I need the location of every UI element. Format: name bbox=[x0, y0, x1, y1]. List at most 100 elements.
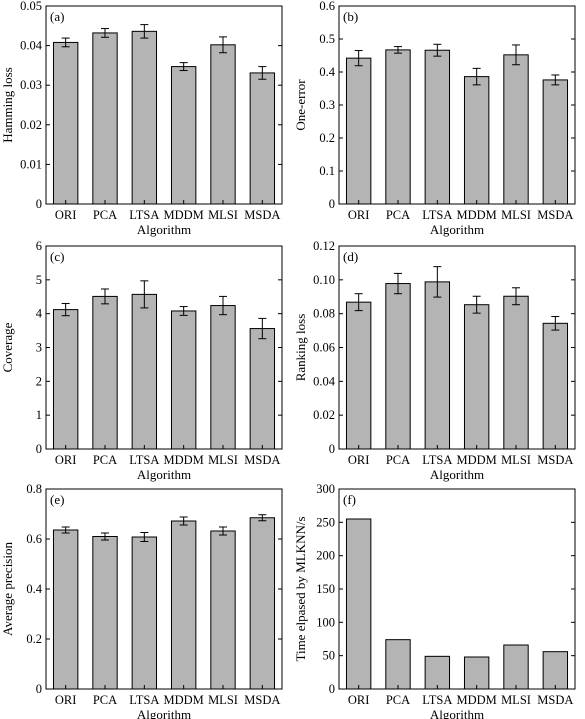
bar-mlsi bbox=[503, 54, 529, 205]
y-tick-label: 0.3 bbox=[319, 98, 335, 112]
y-tick-label: 50 bbox=[323, 649, 336, 663]
x-axis-label: Algorithm bbox=[430, 467, 484, 482]
bar-msda bbox=[249, 72, 276, 205]
bar-ori bbox=[345, 518, 372, 690]
bar-mddm bbox=[463, 76, 490, 205]
y-axis-label: One-error bbox=[293, 79, 308, 131]
y-tick-label: 4 bbox=[36, 307, 43, 321]
x-tick-label: LTSA bbox=[129, 208, 159, 222]
x-tick-label: LTSA bbox=[129, 693, 159, 707]
y-axis-label: Average precision bbox=[0, 542, 15, 636]
bar-ltsa bbox=[131, 293, 158, 450]
x-tick-label: MLSI bbox=[501, 693, 531, 707]
error-bar bbox=[258, 66, 267, 80]
x-axis-label: Algorithm bbox=[430, 222, 484, 237]
y-tick-label: 0.12 bbox=[313, 239, 335, 253]
x-tick-label: MDDM bbox=[457, 693, 497, 707]
y-tick-label: 1 bbox=[36, 408, 42, 422]
x-tick-label: MSDA bbox=[537, 693, 573, 707]
error-bar bbox=[101, 288, 109, 305]
x-tick-label: MLSI bbox=[501, 208, 531, 222]
error-bar bbox=[472, 295, 481, 314]
error-bar bbox=[219, 295, 227, 316]
chart-panel-5: 0 0.2 0.4 0.6 0.8 ORI PCA LTSA MDDM MLSI MSDA (e) Al… bbox=[0, 482, 283, 719]
bar-pca bbox=[385, 639, 411, 690]
panel-label: (c) bbox=[50, 249, 64, 264]
y-tick-label: 0.10 bbox=[313, 273, 335, 287]
y-tick-label: 0.03 bbox=[20, 78, 42, 92]
bar-mlsi bbox=[210, 44, 236, 205]
x-tick-label: MDDM bbox=[457, 208, 497, 222]
y-axis-label: Time elpased by MLKNN/s bbox=[293, 516, 308, 661]
y-tick-label: 5 bbox=[36, 273, 42, 287]
error-bar bbox=[140, 280, 149, 309]
error-bar bbox=[472, 67, 481, 86]
y-tick-label: 150 bbox=[316, 582, 335, 596]
plot-frame bbox=[338, 245, 576, 450]
x-axis-label: Algorithm bbox=[137, 222, 191, 237]
x-tick-label: PCA bbox=[386, 208, 410, 222]
error-bar bbox=[219, 36, 227, 54]
x-tick-label: ORI bbox=[348, 693, 370, 707]
bar-ltsa bbox=[424, 49, 451, 205]
error-bar bbox=[179, 62, 188, 72]
panel-label: (f) bbox=[343, 492, 356, 507]
plot-frame bbox=[338, 5, 576, 205]
error-bar bbox=[551, 316, 560, 331]
bar-msda bbox=[249, 328, 276, 450]
x-tick-label: PCA bbox=[93, 693, 117, 707]
y-tick-label: 0 bbox=[36, 442, 42, 456]
y-tick-label: 0.04 bbox=[313, 374, 336, 388]
y-tick-label: 0 bbox=[329, 442, 335, 456]
x-tick-label: MLSI bbox=[208, 693, 238, 707]
y-tick-label: 0 bbox=[329, 197, 335, 211]
error-bar bbox=[179, 306, 188, 316]
x-tick-label: MLSI bbox=[501, 453, 531, 467]
y-tick-label: 250 bbox=[316, 515, 335, 529]
bar-ori bbox=[52, 529, 79, 690]
bar-mddm bbox=[463, 304, 490, 450]
x-tick-label: MSDA bbox=[537, 453, 573, 467]
bar-mddm bbox=[170, 520, 197, 690]
y-tick-label: 0.01 bbox=[20, 157, 42, 171]
chart-panel-1: 0 0.01 0.02 0.03 0.04 0.05 ORI PCA LTSA MDDM MLSI M… bbox=[0, 0, 283, 237]
bar-ltsa bbox=[424, 281, 451, 450]
x-tick-label: MDDM bbox=[164, 693, 204, 707]
y-tick-label: 0 bbox=[36, 197, 42, 211]
bar-msda bbox=[542, 322, 569, 450]
bar-ori bbox=[52, 41, 79, 205]
y-tick-label: 0.1 bbox=[319, 164, 335, 178]
error-bar bbox=[258, 317, 267, 340]
error-bar bbox=[433, 266, 442, 298]
y-tick-label: 0.5 bbox=[319, 32, 335, 46]
x-axis-label: Algorithm bbox=[430, 707, 484, 719]
bar-ori bbox=[345, 301, 372, 450]
bar-mddm bbox=[170, 66, 197, 205]
y-tick-label: 0.08 bbox=[313, 307, 335, 321]
error-bar bbox=[179, 516, 188, 526]
x-tick-label: PCA bbox=[386, 453, 410, 467]
y-tick-label: 0.6 bbox=[26, 532, 42, 546]
y-tick-label: 2 bbox=[36, 374, 42, 388]
x-tick-label: LTSA bbox=[422, 453, 452, 467]
error-bar bbox=[219, 526, 227, 536]
bar-msda bbox=[249, 517, 276, 690]
y-tick-label: 200 bbox=[316, 549, 335, 563]
error-bar bbox=[394, 272, 402, 295]
x-tick-label: ORI bbox=[348, 208, 370, 222]
y-tick-label: 0.05 bbox=[20, 0, 42, 13]
error-bar bbox=[61, 37, 70, 48]
x-tick-label: ORI bbox=[55, 453, 77, 467]
error-bar bbox=[258, 514, 267, 522]
error-bar bbox=[512, 44, 520, 66]
bar-ltsa bbox=[131, 536, 158, 690]
x-tick-label: MDDM bbox=[457, 453, 497, 467]
bar-msda bbox=[542, 651, 569, 690]
x-tick-label: LTSA bbox=[129, 453, 159, 467]
error-bar bbox=[61, 303, 70, 317]
bar-pca bbox=[92, 295, 118, 450]
x-tick-label: LTSA bbox=[422, 208, 452, 222]
error-bar bbox=[140, 24, 149, 39]
x-tick-label: MDDM bbox=[164, 208, 204, 222]
y-tick-label: 0.06 bbox=[313, 341, 335, 355]
